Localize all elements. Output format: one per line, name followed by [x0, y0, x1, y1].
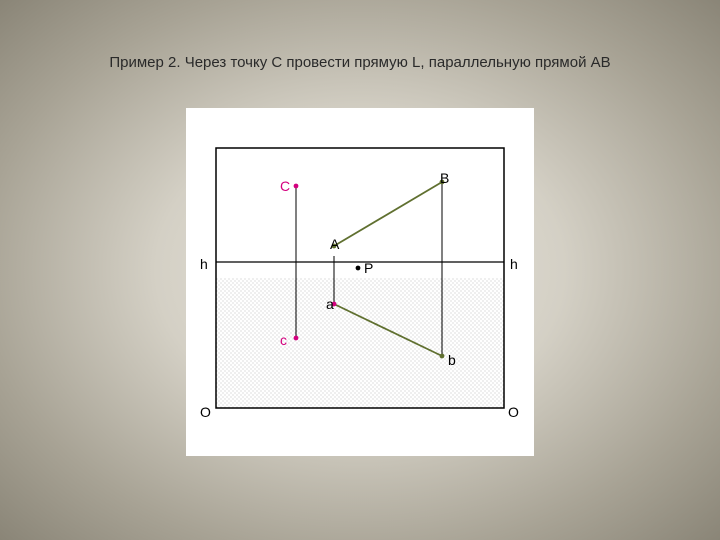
diagram-svg [186, 108, 534, 456]
label-a: a [326, 296, 334, 312]
label-O_right: O [508, 404, 519, 420]
label-O_left: O [200, 404, 211, 420]
label-C: C [280, 178, 290, 194]
page-title: Пример 2. Через точку С провести прямую … [0, 54, 720, 71]
label-h_left: h [200, 256, 208, 272]
label-h_right: h [510, 256, 518, 272]
label-b_low: b [448, 352, 456, 368]
label-c_low: c [280, 332, 287, 348]
diagram-container: C B A Pa c b h h O O [186, 108, 534, 456]
label-B: B [440, 170, 449, 186]
label-A: A [330, 236, 339, 252]
label-P: P [364, 260, 373, 276]
